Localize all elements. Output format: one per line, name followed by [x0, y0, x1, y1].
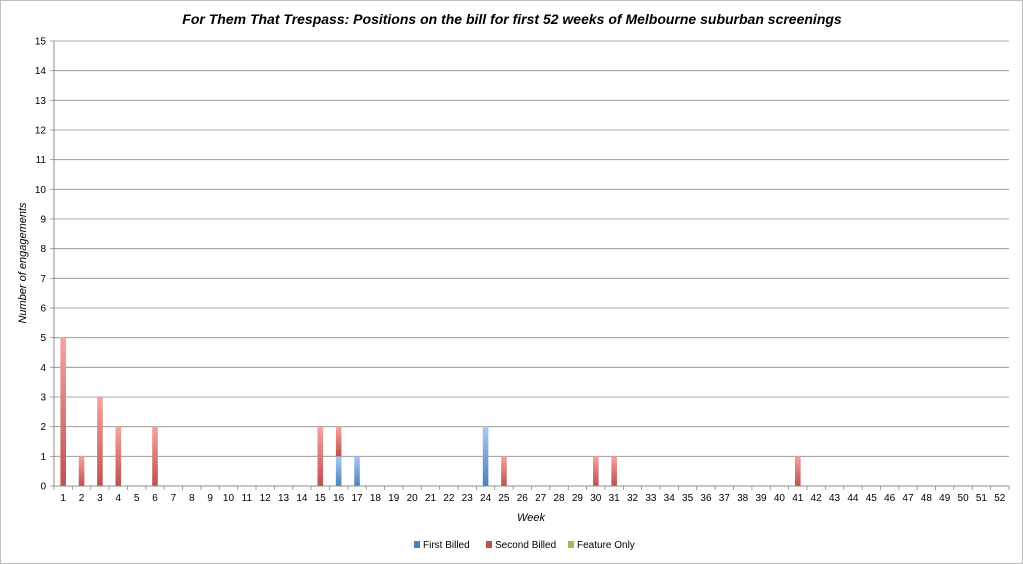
- x-tick-label: 40: [774, 493, 786, 504]
- x-tick-label: 3: [97, 493, 103, 504]
- y-tick-label: 11: [36, 155, 47, 166]
- legend-swatch: [568, 541, 574, 548]
- bar-second-billed: [592, 456, 599, 486]
- x-tick-label: 42: [811, 493, 823, 504]
- x-tick-label: 14: [296, 493, 308, 504]
- y-tick-label: 3: [40, 393, 46, 404]
- y-tick-label: 10: [35, 185, 47, 196]
- x-tick-label: 38: [737, 493, 749, 504]
- bar-second-billed: [152, 426, 158, 486]
- x-tick-label: 45: [866, 493, 878, 504]
- legend-label: Feature Only: [577, 540, 635, 551]
- x-tick-label: 6: [152, 493, 158, 504]
- y-axis-label: Number of engagements: [17, 202, 29, 324]
- x-tick-label: 48: [921, 493, 933, 504]
- y-tick-label: 14: [35, 66, 47, 77]
- bar-first-billed: [354, 456, 360, 486]
- x-tick-label: 2: [79, 493, 85, 504]
- x-tick-label: 34: [664, 493, 676, 504]
- bar-second-billed: [115, 426, 122, 486]
- y-tick-label: 12: [35, 126, 47, 137]
- legend-label: Second Billed: [495, 540, 556, 551]
- x-tick-label: 33: [645, 493, 657, 504]
- chart-title: For Them That Trespass: Positions on the…: [182, 11, 842, 27]
- x-tick-label: 44: [847, 493, 859, 504]
- x-tick-label: 12: [260, 493, 272, 504]
- x-tick-label: 9: [207, 493, 213, 504]
- x-tick-label: 13: [278, 493, 290, 504]
- y-tick-label: 13: [35, 96, 47, 107]
- axes: [53, 41, 1009, 487]
- legend: First Billed Second Billed Feature Only: [414, 540, 635, 551]
- legend-swatch: [486, 541, 492, 548]
- bar-second-billed: [78, 456, 85, 486]
- x-tick-label: 36: [700, 493, 712, 504]
- x-tick-label: 11: [242, 493, 253, 504]
- y-tick-label: 5: [40, 333, 46, 344]
- x-tick-label: 26: [517, 493, 529, 504]
- y-tick-label: 0: [40, 482, 46, 493]
- x-tick-label: 22: [443, 493, 455, 504]
- x-tick-label: 20: [407, 493, 419, 504]
- x-tick-label: 39: [756, 493, 768, 504]
- x-tick-label: 1: [60, 493, 66, 504]
- y-tick-label: 4: [40, 363, 46, 374]
- y-tick-label: 9: [40, 215, 46, 226]
- x-tick-label: 10: [223, 493, 235, 504]
- x-tick-label: 16: [333, 493, 345, 504]
- y-tick-label: 1: [40, 452, 46, 463]
- x-tick-label: 18: [370, 493, 382, 504]
- x-tick-label: 5: [134, 493, 140, 504]
- bar-first-billed: [482, 426, 489, 486]
- x-tick-label: 30: [590, 493, 602, 504]
- y-tick-label: 2: [40, 422, 46, 433]
- bar-first-billed: [335, 456, 342, 486]
- x-tick-label: 41: [792, 493, 804, 504]
- legend-label: First Billed: [423, 540, 470, 551]
- x-tick-label: 25: [498, 493, 510, 504]
- grid-lines: [54, 40, 1009, 457]
- x-tick-label: 17: [351, 493, 363, 504]
- x-tick-label: 50: [958, 493, 970, 504]
- x-tick-label: 52: [994, 493, 1006, 504]
- x-axis-label: Week: [517, 512, 545, 524]
- bar-second-billed: [794, 456, 801, 486]
- y-tick-label: 8: [40, 244, 46, 255]
- x-tick-label: 47: [902, 493, 914, 504]
- x-tick-label: 29: [572, 493, 584, 504]
- y-tick-label: 7: [40, 274, 46, 285]
- x-tick-label: 51: [976, 493, 988, 504]
- x-tick-label: 49: [939, 493, 951, 504]
- x-tick-label: 46: [884, 493, 896, 504]
- x-tick-label: 8: [189, 493, 195, 504]
- x-tick-label: 4: [115, 493, 121, 504]
- x-tick-label: 32: [627, 493, 639, 504]
- x-tick-label: 43: [829, 493, 841, 504]
- x-tick-label: 15: [315, 493, 327, 504]
- x-tick-label: 27: [535, 493, 547, 504]
- x-tick-label: 23: [462, 493, 474, 504]
- y-tick-label: 15: [35, 37, 47, 48]
- bar-second-billed: [501, 456, 507, 486]
- x-tick-label: 21: [425, 493, 437, 504]
- y-tick-label: 6: [40, 304, 46, 315]
- bars: [60, 337, 801, 486]
- x-axis-ticks: 1 2 3 4 5 6 7 8 9 10 11 12 13 14 15 16 17 18 19 20 21 22 23 24 2…: [53, 486, 1010, 504]
- x-tick-label: 7: [171, 493, 177, 504]
- x-tick-label: 35: [682, 493, 694, 504]
- bar-second-billed: [97, 397, 103, 486]
- bar-second-billed: [335, 426, 342, 457]
- legend-swatch: [414, 541, 420, 548]
- x-tick-label: 19: [388, 493, 400, 504]
- x-tick-label: 31: [609, 493, 621, 504]
- bar-second-billed: [317, 426, 324, 486]
- bar-second-billed: [60, 337, 66, 486]
- x-tick-label: 24: [480, 493, 492, 504]
- x-tick-label: 28: [553, 493, 565, 504]
- bar-second-billed: [611, 456, 617, 486]
- x-tick-label: 37: [719, 493, 731, 504]
